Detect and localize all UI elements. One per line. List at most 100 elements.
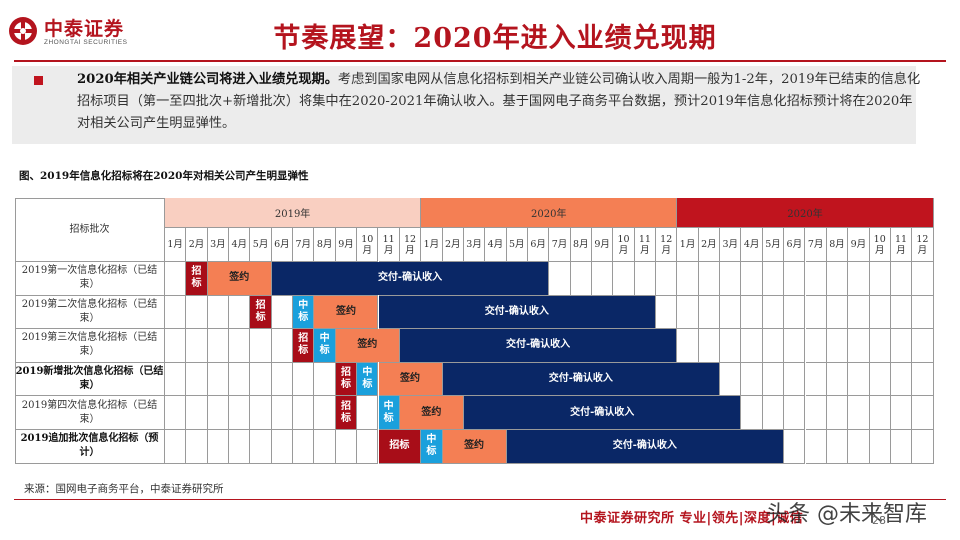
grid-cell [250, 430, 272, 464]
grid-cell [165, 295, 187, 330]
grid-cell [890, 262, 913, 296]
grid-cell [741, 396, 763, 430]
grid-cell [869, 362, 891, 397]
timeline-bar: 招标 [250, 295, 271, 329]
grid-cell [912, 329, 934, 363]
watermark: 头条 @未来智库 [766, 502, 927, 527]
timeline-bar: 交付-确认收入 [378, 295, 656, 329]
grid-cell [293, 396, 315, 430]
timeline-bar: 中标 [421, 430, 442, 463]
grid-cell [805, 396, 827, 430]
grid-cell [784, 396, 806, 430]
grid-cell [335, 362, 358, 397]
grid-cell [293, 362, 315, 397]
timeline-bar: 交付-确认收入 [442, 362, 720, 396]
grid-cell [741, 262, 763, 296]
grid-cell [869, 396, 891, 430]
grid-cell [165, 396, 187, 430]
grid-cell [805, 362, 827, 397]
grid-cell [698, 295, 721, 330]
grid-cell [805, 262, 827, 296]
grid-cell [335, 396, 358, 430]
month-header: 7月 [293, 228, 315, 262]
month-header: 9月 [335, 228, 358, 262]
month-header: 2月 [186, 228, 208, 262]
grid-cell [442, 396, 464, 430]
month-header: 12月 [399, 228, 422, 262]
row-label: 2019第四次信息化招标（已结束） [15, 396, 165, 430]
month-header: 6月 [527, 228, 550, 262]
page-title: 节奏展望：2020年进入业绩兑现期 [273, 23, 717, 54]
row-label: 2019追加批次信息化招标（预计） [15, 430, 165, 464]
month-header: 3月 [207, 228, 230, 262]
month-header: 10月 [613, 228, 635, 262]
grid-cell [656, 295, 678, 330]
grid-cell [848, 295, 870, 330]
footer-slogan: 中泰证券研究所 专业|领先|深度|诚信 [580, 511, 804, 526]
month-header: 11月 [634, 228, 657, 262]
grid-cell [165, 329, 187, 363]
grid-cell [826, 295, 849, 330]
grid-cell [826, 362, 849, 397]
grid-cell [314, 430, 336, 464]
grid-cell [720, 362, 742, 397]
grid-cell [826, 396, 849, 430]
grid-cell [741, 329, 763, 363]
grid-cell [378, 329, 400, 363]
logo-chinese-name: 中泰证券 [44, 18, 125, 40]
summary-body: 考虑到国家电网从信息化招标到相关产业链公司确认收入周期一般为1-2年，2019年… [77, 72, 921, 131]
timeline-bar: 中标 [293, 295, 314, 329]
row-label: 2019新增批次信息化招标（已结束） [15, 362, 165, 397]
grid-cell [271, 362, 294, 397]
grid-cell [890, 362, 913, 397]
grid-cell [592, 262, 614, 296]
month-header: 7月 [805, 228, 827, 262]
grid-cell [762, 430, 785, 464]
page-number: 28 [872, 514, 886, 527]
grid-cell [186, 362, 208, 397]
grid-cell [698, 262, 721, 296]
grid-cell [912, 430, 934, 464]
grid-cell [762, 295, 785, 330]
grid-cell [314, 362, 336, 397]
timeline-bar: 中标 [378, 396, 399, 429]
grid-cell [165, 362, 187, 397]
grid-cell [912, 262, 934, 296]
timeline-bar: 交付-确认收入 [463, 396, 741, 429]
month-header: 3月 [463, 228, 486, 262]
month-header: 5月 [250, 228, 272, 262]
source-note: 来源：国网电子商务平台，中泰证券研究所 [24, 483, 224, 495]
grid-cell [207, 430, 230, 464]
grid-cell [165, 430, 187, 464]
row-label: 2019第三次信息化招标（已结束） [15, 329, 165, 363]
month-header: 1月 [677, 228, 699, 262]
header: 中泰证券 ZHONGTAI SECURITIES 节奏展望：2020年进入业绩兑… [0, 0, 960, 62]
grid-cell [357, 430, 379, 464]
grid-cell [271, 329, 294, 363]
grid-cell [229, 396, 251, 430]
grid-cell [890, 329, 913, 363]
grid-cell [720, 295, 742, 330]
grid-cell [314, 329, 336, 363]
grid-cell [848, 329, 870, 363]
timeline-bar: 招标 [186, 262, 207, 295]
grid-cell [229, 295, 251, 330]
footer-divider [14, 499, 946, 500]
square-bullet-icon [34, 76, 43, 85]
grid-cell [634, 295, 657, 330]
grid-cell [869, 430, 891, 464]
grid-cell [805, 295, 827, 330]
grid-cell [207, 295, 230, 330]
timeline-bar: 签约 [442, 430, 506, 463]
grid-cell [912, 295, 934, 330]
grid-cell [826, 262, 849, 296]
month-header: 12月 [656, 228, 678, 262]
summary-lead: 2020年相关产业链公司将进入业绩兑现期。 [77, 72, 338, 87]
timeline-bar: 招标 [293, 329, 314, 362]
grid-cell [207, 362, 230, 397]
grid-cell [762, 362, 785, 397]
grid-cell [698, 362, 721, 397]
grid-cell [912, 362, 934, 397]
grid-cell [293, 295, 315, 330]
grid-cell [485, 430, 507, 464]
